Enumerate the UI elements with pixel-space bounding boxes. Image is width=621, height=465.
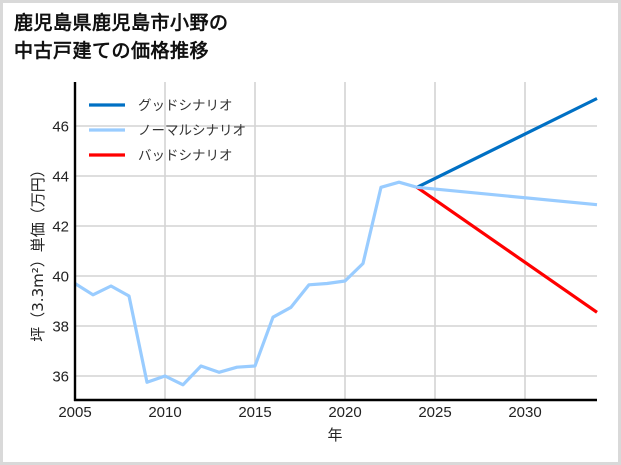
y-tick-label: 40	[52, 269, 69, 286]
y-tick-label: 42	[52, 219, 69, 236]
y-tick-label: 46	[52, 119, 69, 136]
legend-label: グッドシナリオ	[138, 98, 233, 114]
data-series	[74, 97, 598, 387]
series-line	[416, 185, 598, 314]
series-line	[416, 185, 598, 207]
axes	[73, 82, 597, 402]
x-tick-label: 2025	[418, 404, 451, 421]
title-line-2: 中古戸建ての価格推移	[14, 40, 210, 62]
x-tick-label: 2030	[508, 404, 541, 421]
y-tick-label: 38	[52, 319, 69, 336]
tick-labels: 2005 2010 2015 2020 2025 2030 36 38 40 42 44 46	[52, 119, 541, 422]
x-axis-label: 年	[327, 426, 342, 444]
legend-label: ノーマルシナリオ	[138, 123, 246, 139]
x-tick-label: 2020	[328, 404, 361, 421]
legend-label: バッドシナリオ	[138, 148, 233, 164]
y-tick-label: 36	[52, 369, 69, 386]
x-tick-label: 2015	[238, 404, 271, 421]
title-line-1: 鹿児島県鹿児島市小野の	[14, 12, 229, 34]
y-axis-label: 坪（3.3m²）単価（万円）	[29, 162, 47, 341]
series-line	[74, 180, 418, 387]
x-tick-label: 2005	[58, 404, 91, 421]
x-tick-label: 2010	[148, 404, 181, 421]
series-line	[416, 97, 598, 189]
chart-title: 鹿児島県鹿児島市小野の 中古戸建ての価格推移	[14, 9, 229, 65]
axis-labels: 年 坪（3.3m²）単価（万円）	[29, 162, 343, 444]
y-tick-label: 44	[52, 169, 69, 186]
